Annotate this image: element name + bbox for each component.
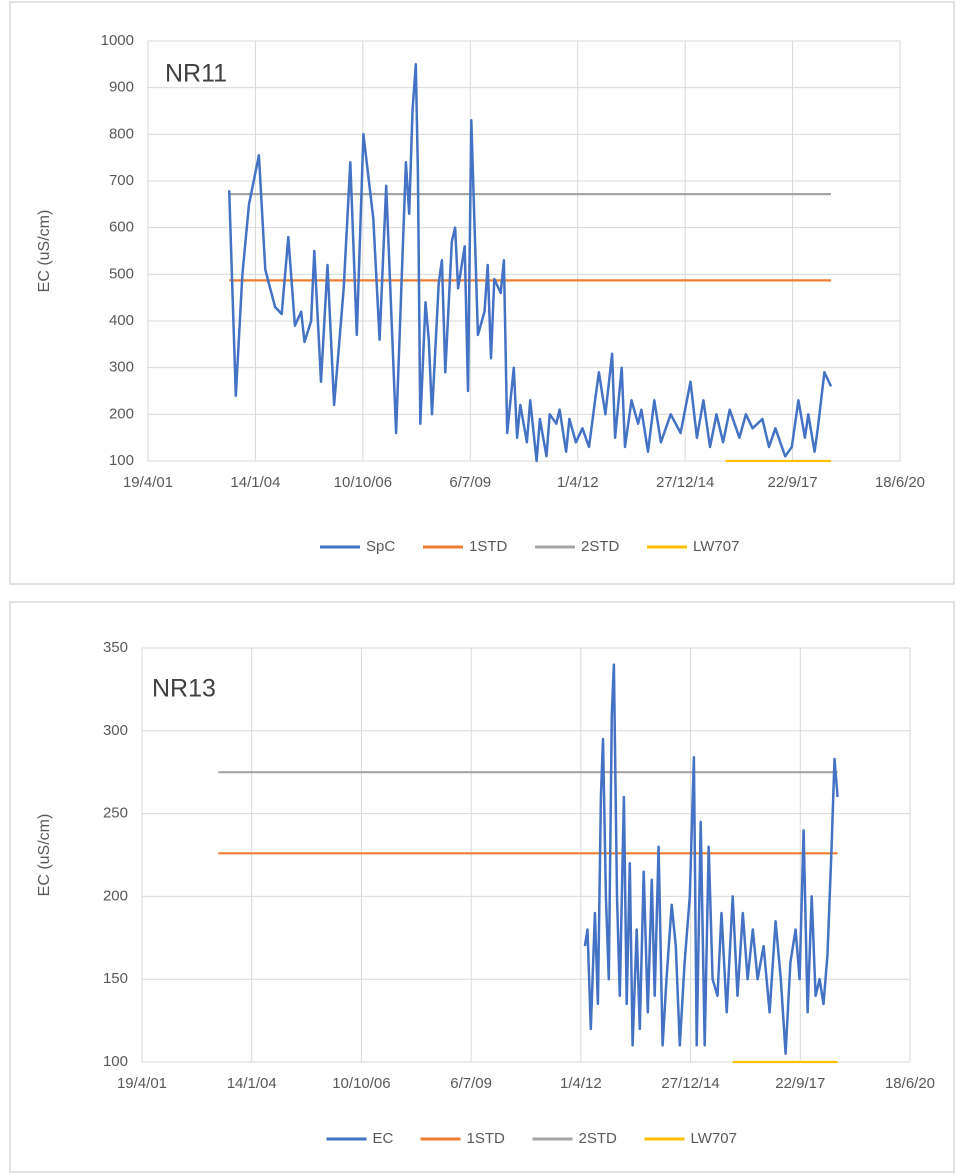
x-tick-label: 14/1/04 — [227, 1075, 277, 1092]
x-tick-label: 1/4/12 — [557, 474, 599, 491]
y-tick-label: 300 — [103, 722, 128, 739]
data-line — [583, 663, 839, 1055]
chart-frame — [9, 1, 955, 585]
chart: 100 150 200 250 300 350 19/4/01 14/1/04 10/10/06… — [9, 601, 955, 1173]
legend-label: SpC — [366, 538, 395, 555]
legend-label: EC — [373, 1130, 394, 1147]
legend-label: 1STD — [469, 538, 508, 555]
y-tick-label: 200 — [109, 405, 134, 422]
chart-title: NR13 — [152, 675, 216, 703]
y-tick-label: 600 — [109, 219, 134, 236]
chart: 100 200 300 400 500 600 700 800 900 1000 19/4/01 14… — [9, 1, 955, 585]
x-tick-label: 27/12/14 — [656, 474, 714, 491]
x-tick-label: 27/12/14 — [661, 1075, 719, 1092]
y-tick-label: 500 — [109, 265, 134, 282]
chart-frame — [9, 601, 955, 1173]
legend-label: 2STD — [581, 538, 620, 555]
legend-label: LW707 — [693, 538, 739, 555]
chart-title: NR11 — [165, 60, 227, 88]
y-tick-label: 150 — [103, 970, 128, 987]
x-tick-label: 22/9/17 — [775, 1075, 825, 1092]
y-tick-label: 250 — [103, 805, 128, 822]
x-tick-label: 18/6/20 — [875, 474, 925, 491]
x-tick-label: 1/4/12 — [560, 1075, 602, 1092]
x-tick-label: 19/4/01 — [123, 474, 173, 491]
y-tick-label: 1000 — [101, 32, 134, 49]
y-tick-label: 700 — [109, 172, 134, 189]
y-tick-label: 800 — [109, 125, 134, 142]
y-axis-title: EC (uS/cm) — [36, 210, 53, 293]
x-tick-label: 22/9/17 — [768, 474, 818, 491]
y-tick-label: 400 — [109, 312, 134, 329]
x-tick-label: 18/6/20 — [885, 1075, 935, 1092]
y-tick-label: 300 — [109, 359, 134, 376]
y-tick-label: 100 — [109, 452, 134, 469]
x-tick-label: 10/10/06 — [334, 474, 392, 491]
y-tick-label: 350 — [103, 639, 128, 656]
x-tick-label: 19/4/01 — [117, 1075, 167, 1092]
legend-label: 2STD — [579, 1130, 618, 1147]
x-tick-label: 14/1/04 — [230, 474, 280, 491]
y-tick-label: 100 — [103, 1053, 128, 1070]
y-tick-label: 200 — [103, 887, 128, 904]
x-tick-label: 10/10/06 — [332, 1075, 390, 1092]
y-axis-title: EC (uS/cm) — [36, 814, 53, 897]
x-tick-label: 6/7/09 — [449, 474, 491, 491]
legend-label: 1STD — [467, 1130, 506, 1147]
x-tick-label: 6/7/09 — [450, 1075, 492, 1092]
legend-label: LW707 — [691, 1130, 737, 1147]
y-tick-label: 900 — [109, 79, 134, 96]
data-line — [227, 63, 833, 463]
